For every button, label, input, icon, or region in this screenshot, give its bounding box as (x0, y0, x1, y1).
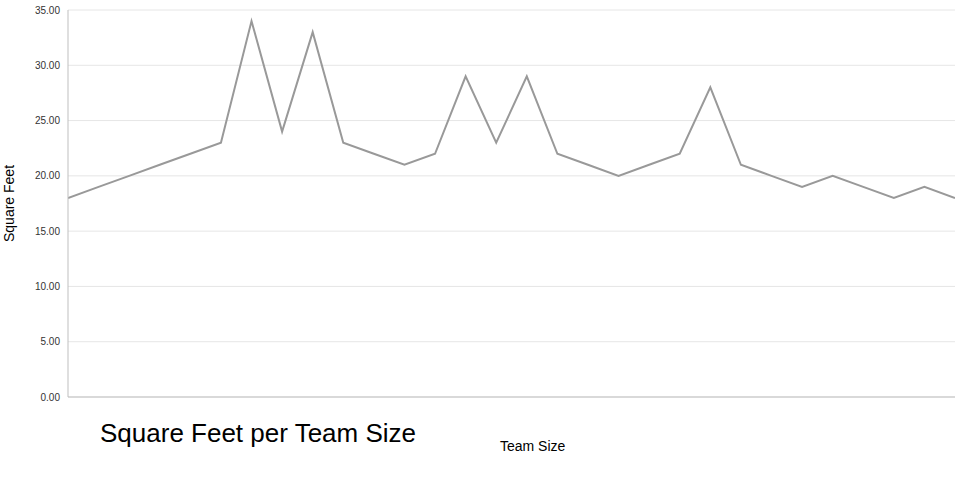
svg-text:25.00: 25.00 (35, 115, 60, 126)
html-text:Square Feet per Team Size: Square Feet per Team Size (100, 418, 416, 448)
svg-text:10.00: 10.00 (35, 281, 60, 292)
svg-text:0.00: 0.00 (41, 392, 61, 403)
svg-text:30.00: 30.00 (35, 60, 60, 71)
svg-text:35.00: 35.00 (35, 5, 60, 16)
svg-text:5.00: 5.00 (41, 336, 61, 347)
svg-text:20.00: 20.00 (35, 170, 60, 181)
svg-text:Square Feet: Square Feet (1, 165, 17, 242)
html-text:Team Size: Team Size (500, 438, 566, 454)
svg-text:15.00: 15.00 (35, 226, 60, 237)
